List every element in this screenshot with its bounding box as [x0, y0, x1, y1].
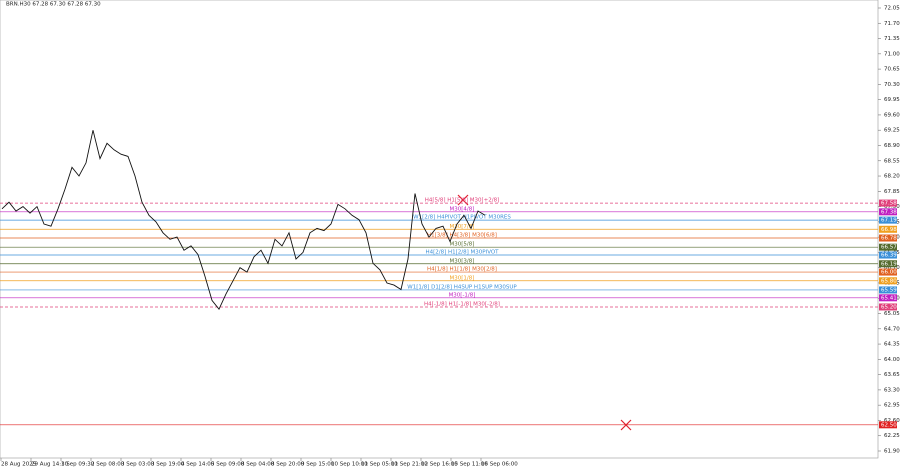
price-tag [879, 294, 897, 302]
y-tick-label: 62.95 [884, 403, 900, 409]
level-label: H4[2/8] H1[2/8] M30PIVOT [425, 250, 499, 256]
x-tick-label: 1 Sep 09:30 [61, 462, 95, 468]
level-label: H4[5/8] H1[5/8] M30[+2/8] [425, 198, 500, 204]
x-tick-label: 16 Sep 06:00 [481, 462, 518, 468]
y-tick-label: 71.00 [884, 51, 900, 57]
price-line [1, 130, 486, 311]
price-tag-label: 66.00 [881, 270, 897, 276]
level-label: M30[1/8] [450, 275, 475, 281]
price-tag-label: 67.58 [881, 201, 897, 207]
level-label: M30[4/8] [450, 206, 475, 212]
y-tick-label: 64.35 [884, 342, 900, 348]
x-tick-label: 29 Aug 14:30 [31, 462, 69, 468]
price-tag-label: 66.57 [881, 245, 897, 251]
level-label: H4[1/8] H1[1/8] M30[2/8] [427, 267, 497, 273]
x-tick-label: 2 Sep 08:00 [91, 462, 125, 468]
y-tick-label: 67.50 [884, 204, 900, 210]
price-tag-label: 66.98 [881, 227, 897, 233]
y-tick-label: 67.85 [884, 189, 900, 195]
y-tick-label: 70.30 [884, 82, 900, 88]
y-tick-label: 71.35 [884, 36, 900, 42]
y-tick-label: 72.05 [884, 6, 900, 12]
price-tag-label: 65.80 [881, 278, 897, 284]
level-label: M30[-1/8] [449, 292, 476, 298]
y-tick-label: 61.90 [884, 449, 900, 455]
x-tick-label: 10 Sep 10:00 [331, 462, 368, 468]
price-tag [879, 251, 897, 259]
y-tick-label: 69.60 [884, 112, 900, 118]
y-tick-label: 68.20 [884, 174, 900, 180]
y-tick-label: 70.65 [884, 67, 900, 73]
x-tick-label: 5 Sep 09:00 [211, 462, 245, 468]
price-tag-label: 66.39 [881, 253, 897, 259]
y-tick-label: 65.05 [884, 311, 900, 317]
x-tick-label: 3 Sep 03:00 [121, 462, 155, 468]
price-tag-label: 67.19 [881, 218, 897, 224]
y-tick-label: 68.90 [884, 143, 900, 149]
price-tag [879, 421, 897, 429]
price-tag-label: 65.59 [881, 287, 897, 293]
price-tag [879, 303, 897, 311]
y-tick-label: 68.55 [884, 158, 900, 164]
chart-title: BRN.H30 67.28 67.30 67.28 67.30 [6, 2, 101, 8]
price-tag [879, 268, 897, 276]
level-label: H1[3/8] H4[3/8] M30[6/8] [427, 233, 497, 239]
x-tick-label: 4 Sep 14:00 [181, 462, 215, 468]
y-tick-label: 63.30 [884, 387, 900, 393]
price-tag [879, 234, 897, 242]
price-tag [879, 199, 897, 207]
price-tag-label: 65.41 [881, 295, 897, 301]
x-tick-label: 8 Sep 04:00 [241, 462, 275, 468]
price-tag-label: 66.19 [881, 261, 897, 267]
x-tick-label: 15 Sep 11:00 [451, 462, 488, 468]
price-tag-label: 67.38 [881, 209, 897, 215]
x-tick-label: 12 Sep 16:00 [421, 462, 458, 468]
y-tick-label: 63.65 [884, 372, 900, 378]
price-tag [879, 286, 897, 294]
y-tick-label: 69.25 [884, 128, 900, 134]
price-tag [879, 225, 897, 233]
x-tick-label: 9 Sep 15:00 [301, 462, 335, 468]
y-tick-label: 66.10 [884, 265, 900, 271]
price-tag [879, 277, 897, 285]
y-tick-label: 69.95 [884, 97, 900, 103]
level-label: M30[3/8] [450, 258, 475, 264]
x-tick-label: 11 Sep 05:00 [361, 462, 398, 468]
level-label: M30[7/8] [450, 224, 475, 230]
y-tick-label: 71.70 [884, 21, 900, 27]
x-tick-label: 28 Aug 2025 [1, 462, 37, 468]
price-tag [879, 243, 897, 251]
x-tick-label: 11 Sep 21:00 [391, 462, 428, 468]
level-label: W1[1/8] D1[2/8] H4SUP H1SUP M30SUP [407, 284, 517, 290]
price-tag [879, 260, 897, 268]
price-tag [879, 208, 897, 216]
y-tick-label: 64.70 [884, 326, 900, 332]
x-tick-label: 8 Sep 20:00 [271, 462, 305, 468]
price-tag-label: 62.50 [881, 422, 897, 428]
price-tag-label: 66.78 [881, 236, 897, 242]
price-tag-label: 65.20 [881, 304, 897, 310]
y-tick-label: 62.25 [884, 433, 900, 439]
price-tag [879, 216, 897, 224]
x-tick-label: 3 Sep 19:00 [151, 462, 185, 468]
level-label: H4[-1/8] H1[-1/8] M30[-2/8] [424, 301, 500, 307]
y-tick-label: 62.60 [884, 418, 900, 424]
y-tick-label: 64.00 [884, 357, 900, 363]
level-label: M30[5/8] [450, 242, 475, 248]
